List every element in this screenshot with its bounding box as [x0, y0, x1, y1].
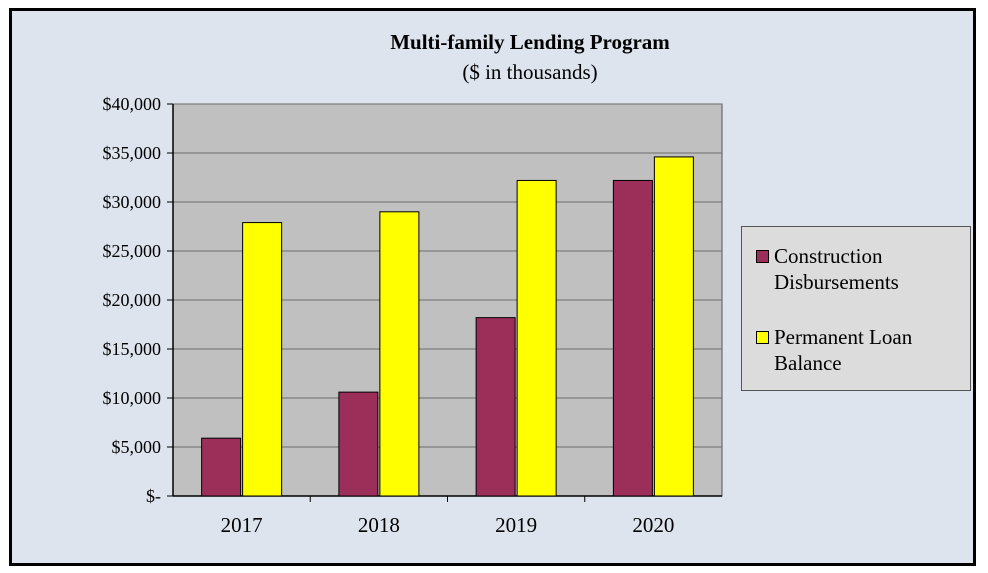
x-tick-label-2017: 2017	[221, 513, 263, 537]
y-tick-label: $15,000	[103, 339, 162, 359]
bar-permanent-2020	[653, 156, 694, 497]
bar-construction-2018	[338, 391, 379, 497]
y-tick-label: $-	[146, 486, 161, 506]
bar-construction-2017	[201, 437, 242, 497]
x-tick-label-2018: 2018	[358, 513, 400, 537]
chart-subtitle: ($ in thousands)	[462, 60, 598, 84]
y-tick-label: $40,000	[103, 94, 162, 114]
x-tick-label-2019: 2019	[495, 513, 537, 537]
legend-label-construction-line2: Disbursements	[774, 270, 899, 294]
y-tick-label: $30,000	[103, 192, 162, 212]
y-tick-label: $25,000	[103, 241, 162, 261]
y-tick-label: $10,000	[103, 388, 162, 408]
legend-swatch-construction	[756, 250, 769, 263]
chart-title: Multi-family Lending Program	[390, 30, 670, 54]
legend-label-permanent-line2: Balance	[774, 351, 842, 375]
y-tick-label: $5,000	[112, 437, 162, 457]
legend: Construction Disbursements Permanent Loa…	[741, 226, 971, 391]
bar-permanent-2017	[242, 222, 283, 497]
bar-permanent-2018	[379, 211, 420, 497]
x-tick-label-2020: 2020	[632, 513, 674, 537]
bar-permanent-2019	[516, 179, 557, 497]
legend-label-permanent-line1: Permanent Loan	[774, 325, 913, 349]
bar-construction-2020	[612, 179, 653, 497]
legend-label-construction-line1: Construction	[774, 244, 883, 268]
bar-construction-2019	[475, 317, 516, 497]
legend-swatch-permanent	[756, 331, 769, 344]
y-tick-label: $20,000	[103, 290, 162, 310]
y-tick-label: $35,000	[103, 143, 162, 163]
